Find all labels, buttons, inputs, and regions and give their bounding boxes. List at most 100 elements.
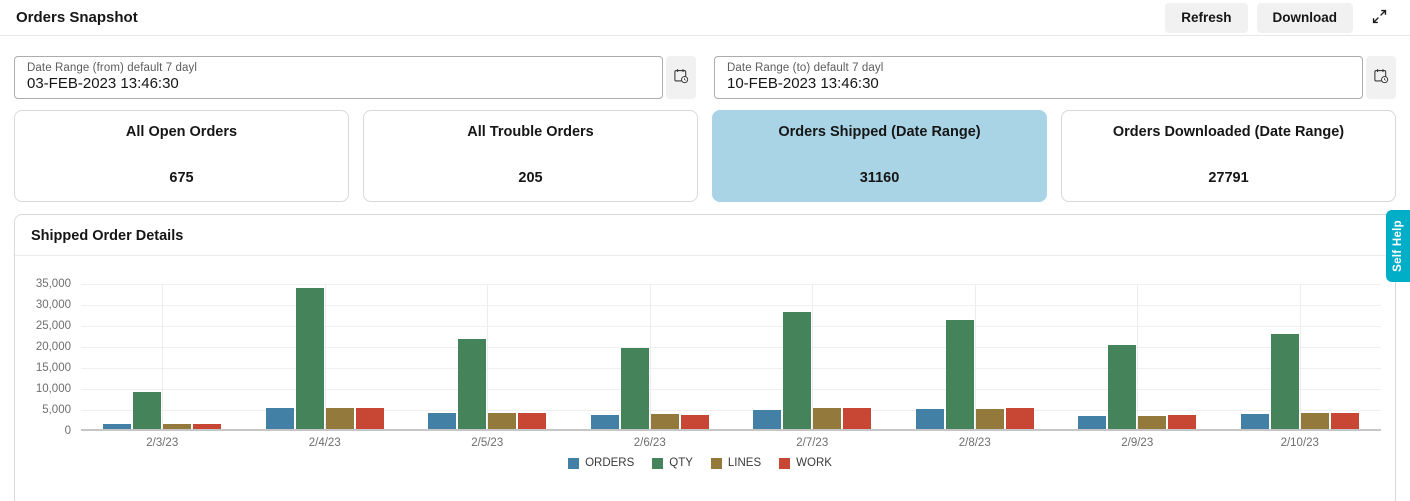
expand-button[interactable] bbox=[1362, 3, 1396, 33]
bar-group-2-3-23 bbox=[81, 284, 244, 429]
legend-item-orders[interactable]: ORDERS bbox=[568, 457, 634, 469]
bar-qty-2-7-23[interactable] bbox=[783, 312, 812, 429]
bar-lines-2-7-23[interactable] bbox=[813, 408, 842, 429]
bar-lines-2-6-23[interactable] bbox=[650, 413, 679, 429]
kpi-card-orders-downloaded[interactable]: Orders Downloaded (Date Range) 27791 bbox=[1061, 110, 1396, 202]
gridline bbox=[81, 368, 1381, 369]
bar-work-2-4-23[interactable] bbox=[355, 407, 384, 429]
kpi-card-all-trouble-orders[interactable]: All Trouble Orders 205 bbox=[363, 110, 698, 202]
bar-group-2-4-23 bbox=[244, 284, 407, 429]
page-title: Orders Snapshot bbox=[16, 9, 138, 26]
bar-lines-2-5-23[interactable] bbox=[488, 412, 517, 429]
x-axis-spacer bbox=[19, 437, 81, 449]
y-tick-label: 0 bbox=[64, 425, 71, 437]
kpi-row: All Open Orders 675 All Trouble Orders 2… bbox=[0, 99, 1410, 202]
legend-label: QTY bbox=[669, 457, 693, 469]
kpi-label: All Open Orders bbox=[125, 124, 238, 140]
date-from-picker-button[interactable] bbox=[666, 56, 696, 99]
calendar-clock-icon bbox=[672, 67, 690, 88]
bar-qty-2-9-23[interactable] bbox=[1108, 345, 1137, 429]
gridline bbox=[81, 389, 1381, 390]
bar-lines-2-9-23[interactable] bbox=[1138, 415, 1167, 429]
kpi-label: Orders Shipped (Date Range) bbox=[778, 124, 981, 140]
bar-work-2-3-23[interactable] bbox=[193, 424, 222, 429]
kpi-card-all-open-orders[interactable]: All Open Orders 675 bbox=[14, 110, 349, 202]
bar-orders-2-4-23[interactable] bbox=[265, 407, 294, 429]
date-from-input[interactable]: Date Range (from) default 7 dayl 03-FEB-… bbox=[14, 56, 663, 99]
bar-lines-2-8-23[interactable] bbox=[975, 408, 1004, 429]
divider bbox=[15, 255, 1395, 256]
kpi-card-orders-shipped[interactable]: Orders Shipped (Date Range) 31160 bbox=[712, 110, 1047, 202]
bar-orders-2-3-23[interactable] bbox=[103, 424, 132, 429]
download-button[interactable]: Download bbox=[1256, 2, 1353, 33]
x-tick-label: 2/10/23 bbox=[1280, 437, 1319, 449]
bar-orders-2-9-23[interactable] bbox=[1078, 416, 1107, 429]
bar-lines-2-3-23[interactable] bbox=[163, 424, 192, 429]
bar-work-2-10-23[interactable] bbox=[1330, 413, 1359, 429]
gridline bbox=[81, 284, 1381, 285]
bar-group-2-8-23 bbox=[894, 284, 1057, 429]
bar-work-2-5-23[interactable] bbox=[518, 412, 547, 429]
bar-work-2-7-23[interactable] bbox=[843, 408, 872, 429]
date-to-value[interactable]: 10-FEB-2023 13:46:30 bbox=[727, 75, 879, 92]
bar-lines-2-4-23[interactable] bbox=[325, 407, 354, 429]
legend-label: WORK bbox=[796, 457, 832, 469]
bar-lines-2-10-23[interactable] bbox=[1300, 413, 1329, 429]
date-to-picker-button[interactable] bbox=[1366, 56, 1396, 99]
chart-title: Shipped Order Details bbox=[31, 228, 184, 244]
bar-group-2-5-23 bbox=[406, 284, 569, 429]
gridline bbox=[81, 326, 1381, 327]
bar-qty-2-5-23[interactable] bbox=[458, 339, 487, 429]
legend-item-qty[interactable]: QTY bbox=[652, 457, 693, 469]
bar-chart: 35,000 30,000 25,000 20,000 15,000 10,000 5,00… bbox=[15, 256, 1395, 469]
legend-item-lines[interactable]: LINES bbox=[710, 457, 762, 469]
bar-qty-2-6-23[interactable] bbox=[620, 347, 649, 429]
bar-orders-2-6-23[interactable] bbox=[590, 414, 619, 429]
date-from-label: Date Range (from) default 7 dayl bbox=[27, 62, 198, 74]
kpi-label: Orders Downloaded (Date Range) bbox=[1112, 124, 1345, 140]
legend-swatch-lines bbox=[710, 457, 722, 469]
self-help-tab[interactable]: Self Help bbox=[1386, 210, 1410, 282]
legend-swatch-work bbox=[779, 457, 791, 469]
chart-plot bbox=[81, 284, 1381, 431]
gridline bbox=[487, 284, 489, 429]
shipped-order-details-card: Shipped Order Details 35,000 30,000 25,000… bbox=[14, 214, 1396, 501]
bar-qty-2-3-23[interactable] bbox=[133, 392, 162, 429]
date-to-label: Date Range (to) default 7 dayl bbox=[727, 62, 884, 74]
date-range-row: Date Range (from) default 7 dayl 03-FEB-… bbox=[0, 36, 1410, 99]
bar-qty-2-8-23[interactable] bbox=[945, 319, 974, 429]
date-from-value[interactable]: 03-FEB-2023 13:46:30 bbox=[27, 75, 179, 92]
x-tick-label: 2/3/23 bbox=[146, 437, 179, 449]
legend-swatch-qty bbox=[652, 457, 664, 469]
gridline bbox=[81, 410, 1381, 411]
bar-work-2-6-23[interactable] bbox=[680, 414, 709, 429]
y-tick-label: 25,000 bbox=[35, 320, 71, 332]
bar-work-2-8-23[interactable] bbox=[1005, 408, 1034, 429]
gridline bbox=[324, 284, 326, 429]
legend-label: LINES bbox=[727, 457, 762, 469]
gridline bbox=[1299, 284, 1301, 429]
bar-qty-2-4-23[interactable] bbox=[295, 287, 324, 429]
gridline bbox=[649, 284, 651, 429]
x-tick-label: 2/9/23 bbox=[1121, 437, 1154, 449]
bar-work-2-9-23[interactable] bbox=[1168, 415, 1197, 429]
bar-qty-2-10-23[interactable] bbox=[1270, 334, 1299, 429]
date-to-input[interactable]: Date Range (to) default 7 dayl 10-FEB-20… bbox=[714, 56, 1363, 99]
gridline bbox=[812, 284, 814, 429]
gridline bbox=[81, 305, 1381, 306]
y-tick-label: 30,000 bbox=[35, 299, 71, 311]
kpi-value: 31160 bbox=[859, 170, 900, 186]
bar-group-2-10-23 bbox=[1219, 284, 1382, 429]
x-tick-label: 2/7/23 bbox=[796, 437, 829, 449]
bar-orders-2-7-23[interactable] bbox=[753, 410, 782, 429]
legend-item-work[interactable]: WORK bbox=[779, 457, 832, 469]
expand-icon bbox=[1371, 8, 1388, 28]
x-tick-label: 2/4/23 bbox=[308, 437, 341, 449]
page-header: Orders Snapshot Refresh Download bbox=[0, 0, 1410, 36]
refresh-button[interactable]: Refresh bbox=[1165, 2, 1248, 33]
kpi-value: 27791 bbox=[1208, 170, 1249, 186]
bar-orders-2-10-23[interactable] bbox=[1240, 413, 1269, 429]
self-help-label: Self Help bbox=[1392, 220, 1404, 272]
bar-orders-2-5-23[interactable] bbox=[428, 412, 457, 429]
bar-orders-2-8-23[interactable] bbox=[915, 408, 944, 429]
